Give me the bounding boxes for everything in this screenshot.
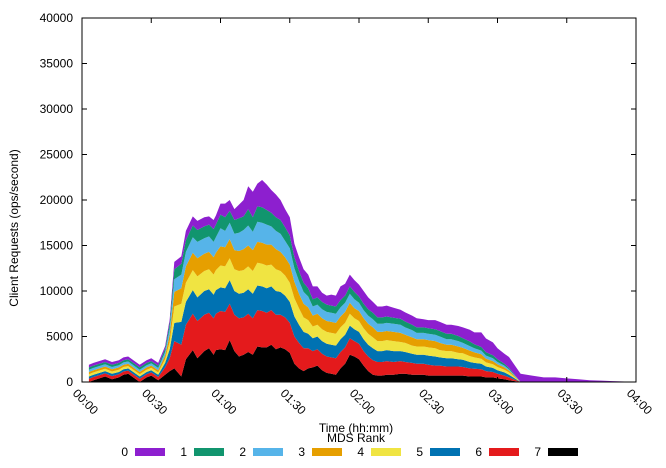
y-tick-label: 10000 [40,284,74,298]
legend-swatch [194,448,224,456]
legend-swatch [489,448,519,456]
x-tick-label: 01:00 [208,386,239,417]
y-tick-label: 20000 [40,193,74,207]
x-axis-label: Time (hh:mm) [319,421,393,435]
legend-label: 6 [475,445,482,459]
x-tick-label: 02:30 [416,386,447,417]
y-tick-label: 35000 [40,57,74,71]
x-tick-label: 03:30 [555,386,586,417]
y-tick-label: 30000 [40,102,74,116]
y-axis-ticks: 0 5000 10000 15000 20000 25000 30000 35000 40000 [40,11,636,389]
legend-swatch [253,448,283,456]
legend-swatch [312,448,342,456]
y-axis-label: Client Requests (ops/second) [7,149,21,306]
x-tick-label: 02:00 [347,386,378,417]
area-series-group [88,180,636,382]
legend-swatch [371,448,401,456]
area-series-7 [88,340,636,382]
y-tick-label: 25000 [40,148,74,162]
x-tick-label: 04:00 [624,386,655,417]
y-tick-label: 15000 [40,239,74,253]
y-tick-label: 0 [66,375,73,389]
legend: 0 1 2 3 4 5 6 7 [121,445,578,459]
legend-label: 1 [180,445,187,459]
legend-label: 3 [298,445,305,459]
legend-label: 4 [357,445,364,459]
legend-swatch [430,448,460,456]
x-tick-label: 00:00 [70,386,101,417]
y-tick-label: 5000 [46,330,73,344]
legend-label: 5 [416,445,423,459]
x-tick-label: 01:30 [278,386,309,417]
y-tick-label: 40000 [40,11,74,25]
x-tick-label: 03:00 [485,386,516,417]
area-series-6 [88,303,636,382]
legend-swatch [135,448,165,456]
legend-label: 7 [534,445,541,459]
legend-swatch [548,448,578,456]
legend-label: 0 [121,445,128,459]
legend-title: MDS Rank [327,431,386,445]
x-tick-label: 00:30 [139,386,170,417]
area-series-5 [88,280,636,382]
legend-label: 2 [239,445,246,459]
